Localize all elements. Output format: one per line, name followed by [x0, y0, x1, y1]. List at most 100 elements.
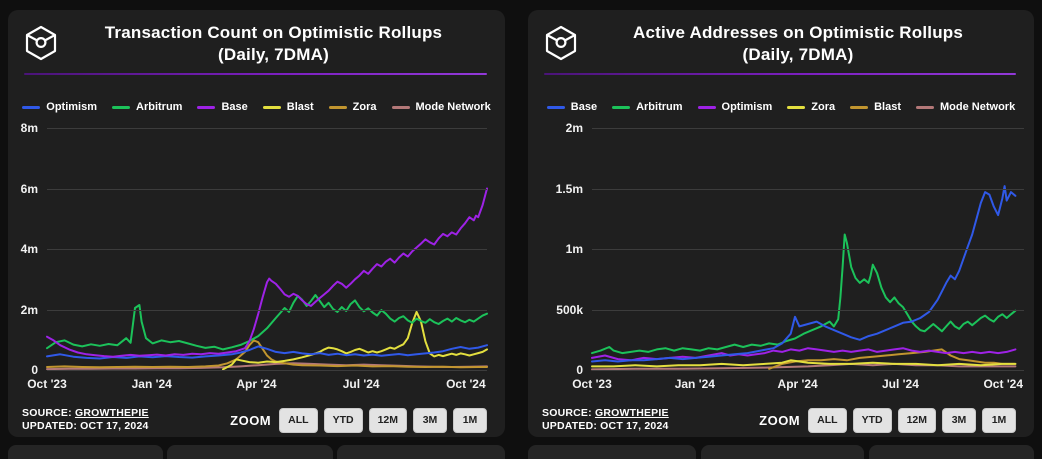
source-label: SOURCE:: [22, 407, 72, 419]
y-tick-label: 6m: [20, 181, 38, 196]
x-tick-label: Apr '24: [236, 377, 277, 391]
zoom-button-12m[interactable]: 12M: [368, 407, 407, 433]
legend-item-mode-network[interactable]: Mode Network: [916, 101, 1015, 113]
legend-dash-icon: [546, 105, 565, 109]
source-link[interactable]: GROWTHEPIE: [74, 407, 149, 419]
y-tick-label: 2m: [20, 302, 38, 317]
chart-legend: Base Arbitrum Optimism Zora Blast Mode Networ…: [528, 98, 1034, 116]
next-row-card-stub: [869, 445, 1034, 459]
legend-dash-icon: [612, 105, 631, 109]
legend-item-blast[interactable]: Blast: [850, 101, 901, 113]
source-link[interactable]: GROWTHEPIE: [594, 407, 669, 419]
legend-item-zora[interactable]: Zora: [328, 101, 377, 113]
x-tick-label: Jul '24: [882, 377, 919, 391]
y-tick-label: 1m: [565, 242, 583, 256]
series-line-optimism: [591, 347, 1017, 362]
growthepie-logo-icon: [542, 24, 580, 62]
legend-item-zora[interactable]: Zora: [787, 101, 835, 113]
gridline: [592, 309, 1024, 311]
plot-area[interactable]: Oct '23 Jan '24 Apr '24 Jul '24 Oct '24 2m 1.…: [556, 121, 1024, 391]
zoom-button-all[interactable]: ALL: [808, 407, 847, 433]
chart-card-active-addresses: Active Addresses on Optimistic Rollups (…: [528, 10, 1034, 437]
legend-dash-icon: [328, 105, 347, 109]
source-label: SOURCE:: [542, 407, 592, 419]
gridline: [47, 128, 487, 129]
y-tick-label: 1.5m: [555, 181, 583, 196]
title-divider: [544, 73, 1016, 75]
series-line-arbitrum: [46, 294, 488, 351]
legend-item-base[interactable]: Base: [197, 101, 248, 113]
legend-label: Zora: [811, 101, 836, 113]
legend-dash-icon: [787, 105, 806, 109]
series-line-arbitrum: [591, 233, 1017, 355]
chart-legend: Optimism Arbitrum Base Blast Zora Mode Networ…: [8, 98, 505, 116]
y-tick-label: 500k: [556, 302, 583, 317]
legend-dash-icon: [697, 105, 716, 109]
next-row-card-stub: [701, 445, 864, 459]
x-axis: Oct '23 Jan '24 Apr '24 Jul '24 Oct '24: [572, 377, 1024, 391]
series-line-zora: [46, 339, 488, 369]
chart-title: Transaction Count on Optimistic Rollups …: [56, 22, 491, 66]
x-tick-label: Oct '24: [446, 377, 486, 391]
updated-label: UPDATED: OCT 17, 2024: [22, 420, 149, 432]
zoom-buttons: ALL YTD 12M 3M 1M: [279, 407, 487, 433]
chart-title: Active Addresses on Optimistic Rollups (…: [576, 22, 1020, 66]
series-line-base: [591, 185, 1017, 363]
legend-dash-icon: [262, 105, 281, 109]
next-row-card-stub: [8, 445, 163, 459]
x-tick-label: Oct '23: [27, 377, 67, 391]
legend-label: Arbitrum: [636, 101, 683, 113]
legend-label: Optimism: [46, 101, 98, 113]
gridline: [47, 309, 487, 311]
series-line-base: [46, 187, 488, 358]
zoom-button-3m[interactable]: 3M: [942, 407, 976, 433]
legend-label: Mode Network: [940, 101, 1016, 113]
legend-item-arbitrum[interactable]: Arbitrum: [112, 101, 182, 113]
zoom-button-3m[interactable]: 3M: [413, 407, 447, 433]
zoom-button-1m[interactable]: 1M: [453, 407, 487, 433]
gridline: [47, 370, 487, 371]
zoom-controls: ZOOM ALL YTD 12M 3M 1M: [759, 407, 1016, 433]
legend-item-blast[interactable]: Blast: [262, 101, 314, 113]
zoom-buttons: ALL YTD 12M 3M 1M: [808, 407, 1016, 433]
legend-item-base[interactable]: Base: [546, 101, 597, 113]
legend-label: Blast: [286, 101, 314, 113]
x-tick-label: Jan '24: [131, 377, 172, 391]
zoom-button-all[interactable]: ALL: [279, 407, 318, 433]
chart-footer: SOURCE: GROWTHEPIE UPDATED: OCT 17, 2024…: [22, 406, 487, 434]
zoom-button-1m[interactable]: 1M: [982, 407, 1016, 433]
zoom-button-12m[interactable]: 12M: [897, 407, 936, 433]
legend-item-optimism[interactable]: Optimism: [22, 101, 97, 113]
chart-footer: SOURCE: GROWTHEPIE UPDATED: OCT 17, 2024…: [542, 406, 1016, 434]
legend-dash-icon: [112, 105, 131, 109]
legend-label: Zora: [352, 101, 377, 113]
y-tick-label: 4m: [20, 242, 38, 256]
legend-item-mode-network[interactable]: Mode Network: [391, 101, 491, 113]
x-tick-label: Oct '24: [983, 377, 1024, 391]
source-info: SOURCE: GROWTHEPIE UPDATED: OCT 17, 2024: [542, 407, 669, 433]
title-divider: [24, 73, 487, 75]
legend-label: Mode Network: [415, 101, 491, 113]
next-row-card-stub: [167, 445, 333, 459]
zoom-label: ZOOM: [759, 412, 801, 428]
next-row-card-stub: [337, 445, 505, 459]
gridline: [47, 188, 487, 190]
legend-item-optimism[interactable]: Optimism: [697, 101, 772, 113]
legend-label: Arbitrum: [136, 101, 183, 113]
gridline: [592, 249, 1024, 250]
series-canvas: [591, 185, 1017, 371]
updated-label: UPDATED: OCT 17, 2024: [542, 420, 669, 432]
zoom-button-ytd[interactable]: YTD: [852, 407, 892, 433]
chart-card-transaction-count: Transaction Count on Optimistic Rollups …: [8, 10, 505, 437]
legend-dash-icon: [197, 105, 216, 109]
gridline: [47, 249, 487, 250]
x-axis: Oct '23 Jan '24 Apr '24 Jul '24 Oct '24: [27, 377, 487, 391]
plot-area[interactable]: Oct '23 Jan '24 Apr '24 Jul '24 Oct '24 8m 6m…: [21, 121, 488, 391]
legend-dash-icon: [850, 105, 869, 109]
legend-label: Blast: [874, 101, 902, 113]
legend-dash-icon: [916, 105, 935, 109]
x-tick-label: Jul '24: [342, 377, 380, 391]
zoom-button-ytd[interactable]: YTD: [323, 407, 363, 433]
source-info: SOURCE: GROWTHEPIE UPDATED: OCT 17, 2024: [22, 407, 149, 433]
legend-item-arbitrum[interactable]: Arbitrum: [612, 101, 683, 113]
